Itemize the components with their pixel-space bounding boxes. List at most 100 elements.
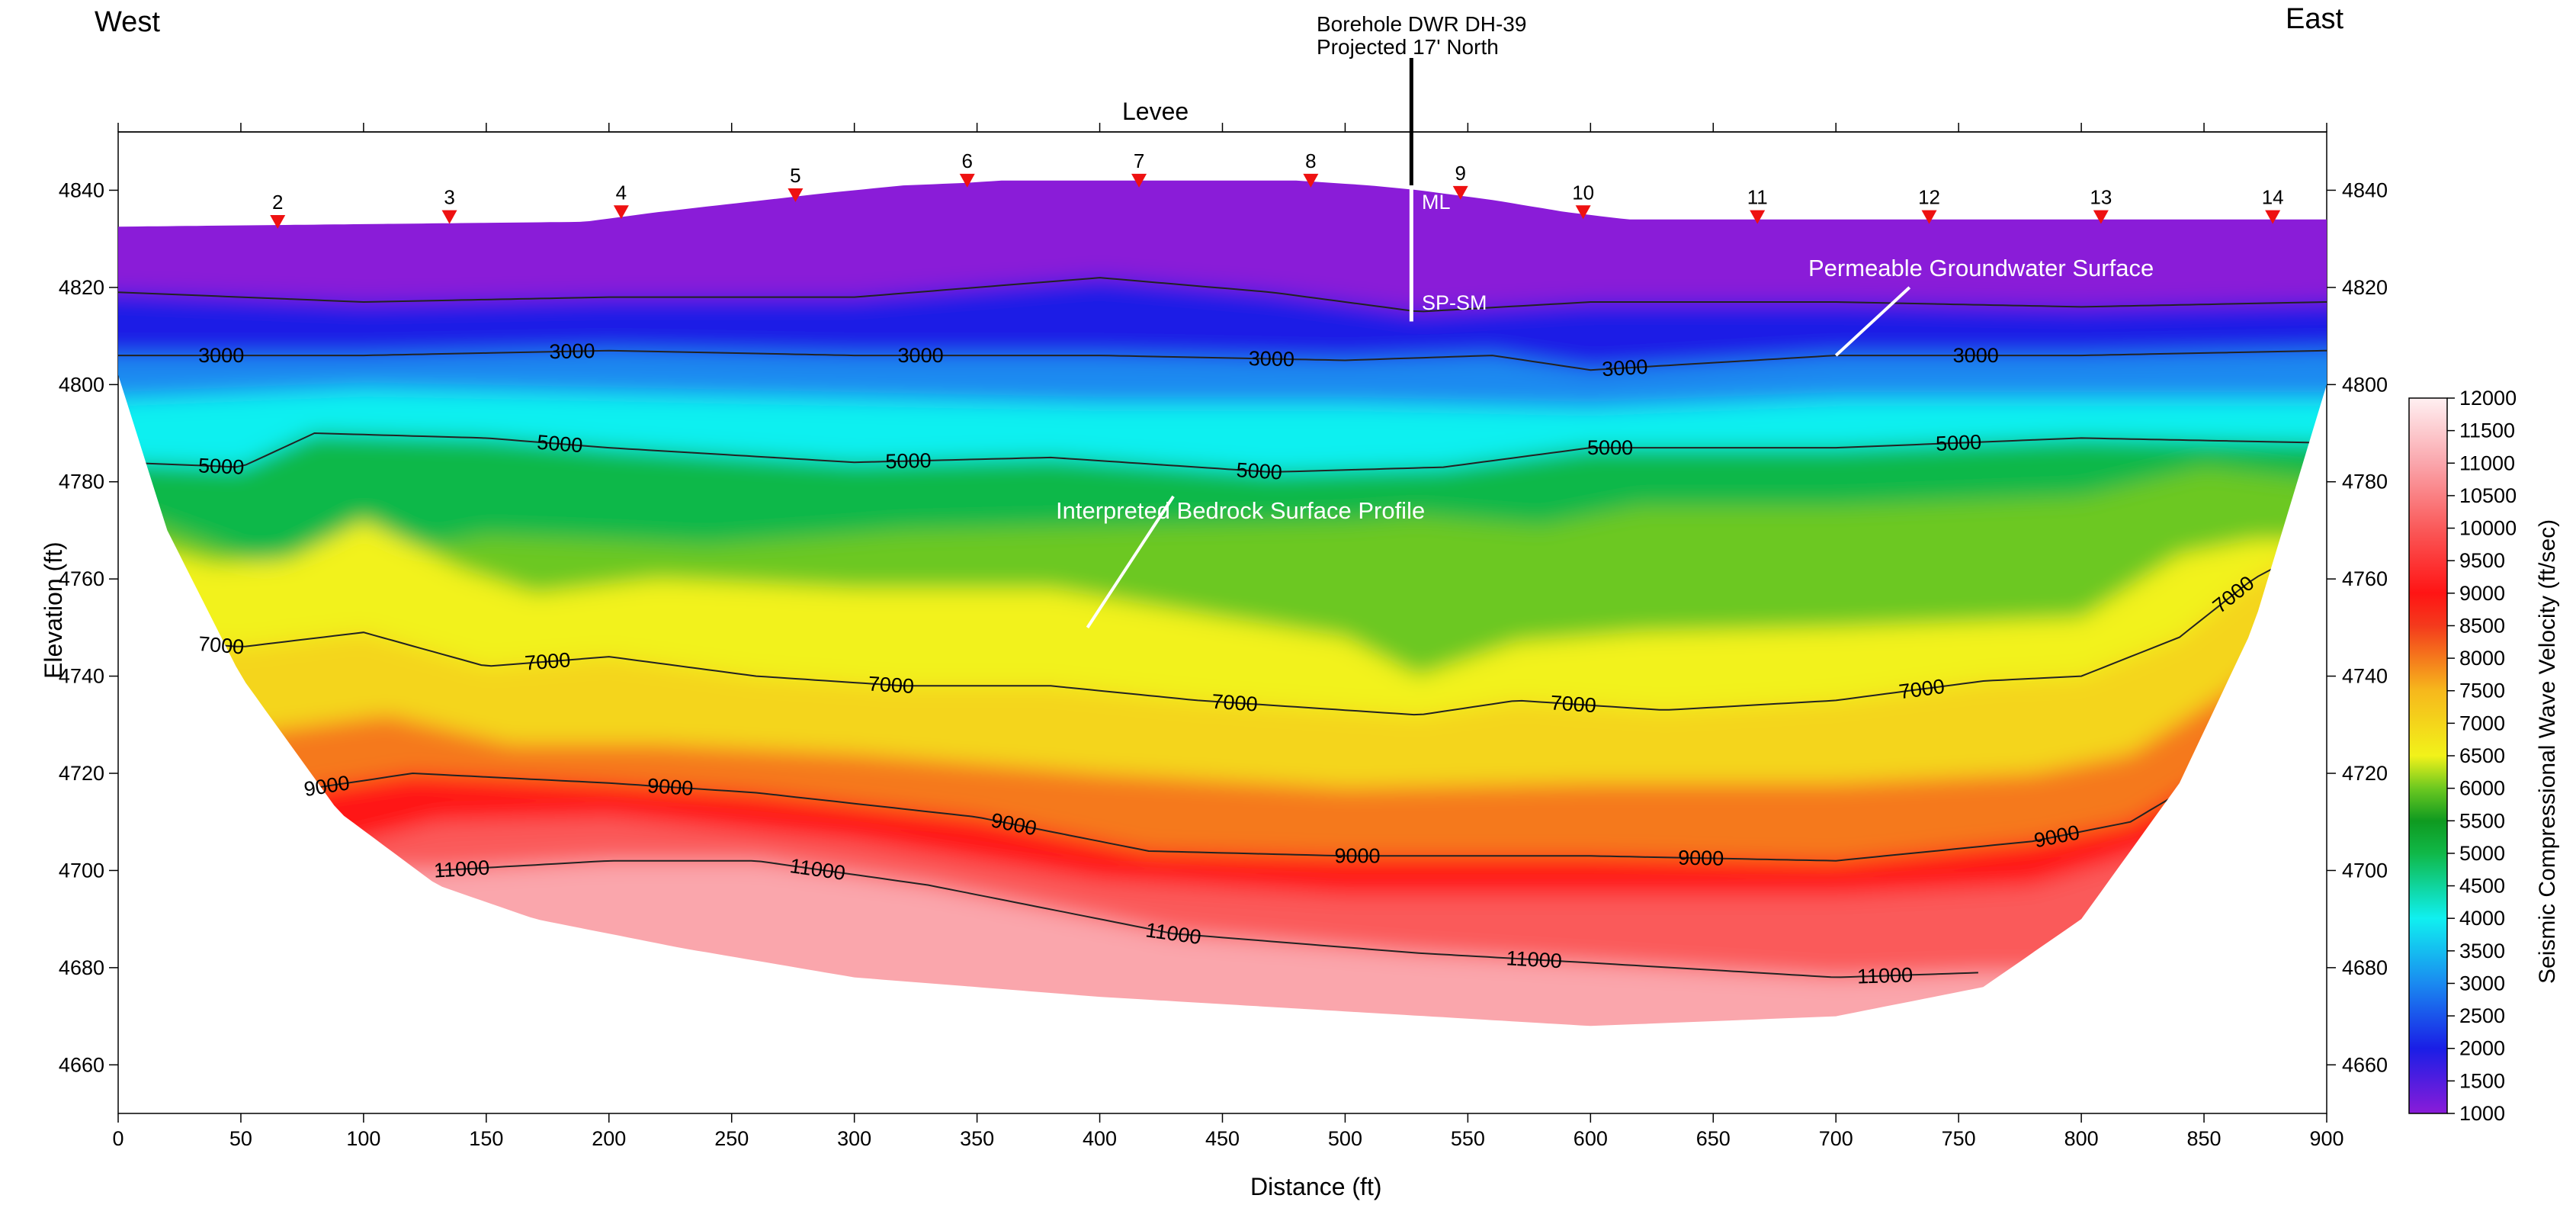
x-tick-label: 700	[1819, 1127, 1853, 1150]
y-tick-label-right: 4660	[2342, 1053, 2388, 1076]
contour-label-5000: 5000	[1587, 436, 1633, 459]
x-axis-title: Distance (ft)	[1250, 1173, 1381, 1201]
borehole-name: Borehole DWR DH-39	[1317, 12, 1526, 37]
colorbar-tick-label: 6000	[2459, 777, 2505, 800]
colorbar-tick-label: 1000	[2459, 1102, 2505, 1125]
contour-label-3000: 3000	[1953, 344, 1999, 367]
geophone-label: 13	[2090, 186, 2112, 209]
colorbar-tick-label: 11500	[2459, 419, 2515, 442]
x-tick-label: 650	[1696, 1127, 1731, 1150]
y-tick-label-right: 4800	[2342, 373, 2388, 396]
x-tick-label: 300	[837, 1127, 871, 1150]
x-tick-label: 750	[1942, 1127, 1976, 1150]
y-tick-label-left: 4840	[59, 178, 104, 201]
geophone-label: 14	[2262, 186, 2284, 209]
y-tick-label-left: 4660	[59, 1053, 104, 1076]
y-tick-label-right: 4820	[2342, 276, 2388, 299]
contour-label-5000: 5000	[1236, 458, 1283, 484]
colorbar-tick-label: 7000	[2459, 712, 2505, 734]
contour-label-7000: 7000	[868, 672, 915, 698]
colorbar-tick-label: 2500	[2459, 1004, 2505, 1027]
soil-label-ml: ML	[1422, 191, 1451, 214]
contour-label-7000: 7000	[1550, 691, 1597, 717]
x-tick-label: 250	[714, 1127, 749, 1150]
colorbar-tick-label: 3000	[2459, 972, 2505, 994]
contour-label-11000: 11000	[1506, 946, 1563, 972]
colorbar-tick-label: 4500	[2459, 875, 2505, 898]
contour-label-9000: 9000	[1678, 847, 1724, 870]
geophone-label: 5	[790, 164, 800, 187]
bedrock-annotation: Interpreted Bedrock Surface Profile	[1056, 497, 1425, 525]
borehole-note: Projected 17' North	[1317, 35, 1499, 59]
y-tick-label-left: 4700	[59, 859, 104, 882]
soil-label-spsm: SP-SM	[1422, 291, 1487, 315]
contour-label-5000: 5000	[536, 431, 583, 458]
colorbar-tick-label: 9500	[2459, 549, 2505, 572]
x-tick-label: 800	[2064, 1127, 2099, 1150]
contour-label-9000: 9000	[1334, 844, 1380, 867]
colorbar-tick-label: 12000	[2459, 387, 2517, 410]
x-tick-label: 850	[2187, 1127, 2222, 1150]
geophone-label: 12	[1918, 186, 1940, 209]
x-tick-label: 200	[592, 1127, 626, 1150]
colorbar: 1000150020002500300035004000450050005500…	[2409, 387, 2517, 1125]
contour-label-3000: 3000	[198, 344, 244, 367]
y-tick-label-left: 4780	[59, 471, 104, 493]
y-tick-label-left: 4800	[59, 373, 104, 396]
colorbar-ramp	[2409, 398, 2447, 1113]
y-tick-label-right: 4680	[2342, 956, 2388, 979]
colorbar-tick-label: 10500	[2459, 484, 2517, 507]
geophone-label: 4	[616, 181, 627, 204]
contour-label-11000: 11000	[433, 856, 490, 882]
contour-label-3000: 3000	[1602, 355, 1649, 381]
contour-label-3000: 3000	[549, 339, 595, 363]
colorbar-tick-label: 4000	[2459, 907, 2505, 930]
x-tick-label: 100	[346, 1127, 380, 1150]
x-tick-label: 600	[1574, 1127, 1608, 1150]
contour-label-7000: 7000	[524, 648, 571, 675]
y-tick-label-right: 4740	[2342, 665, 2388, 688]
colorbar-tick-label: 2000	[2459, 1037, 2505, 1060]
contour-label-3000: 3000	[1249, 347, 1295, 371]
colorbar-tick-label: 1500	[2459, 1069, 2505, 1092]
geophone-label: 6	[962, 149, 973, 172]
west-label: West	[95, 6, 160, 39]
contour-label-9000: 9000	[646, 774, 694, 800]
y-tick-label-right: 4780	[2342, 471, 2388, 493]
geophone-label: 11	[1747, 186, 1768, 209]
y-axis-title: Elevation (ft)	[40, 541, 68, 679]
y-tick-label-left: 4680	[59, 956, 104, 979]
geophone-label: 10	[1572, 181, 1594, 204]
contour-label-3000: 3000	[898, 344, 944, 367]
geophone-label: 7	[1134, 149, 1144, 172]
x-tick-label: 450	[1205, 1127, 1240, 1150]
colorbar-tick-label: 6500	[2459, 744, 2505, 767]
colorbar-tick-label: 7500	[2459, 680, 2505, 702]
contour-label-5000: 5000	[885, 449, 932, 473]
colorbar-title: Seismic Compressional Wave Velocity (ft/…	[2535, 519, 2561, 984]
colorbar-tick-label: 11000	[2459, 451, 2515, 474]
geophone-label: 2	[272, 191, 283, 214]
x-tick-label: 50	[229, 1127, 252, 1150]
colorbar-tick-label: 10000	[2459, 517, 2517, 540]
east-label: East	[2286, 3, 2343, 36]
x-tick-label: 550	[1451, 1127, 1485, 1150]
contour-label-5000: 5000	[1936, 431, 1982, 455]
x-tick-label: 0	[112, 1127, 124, 1150]
x-tick-label: 350	[960, 1127, 994, 1150]
y-tick-label-right: 4720	[2342, 762, 2388, 785]
x-tick-label: 500	[1328, 1127, 1362, 1150]
y-tick-label-right: 4700	[2342, 859, 2388, 882]
geophone-label: 8	[1305, 149, 1316, 172]
contour-label-11000: 11000	[1857, 963, 1914, 988]
x-tick-label: 400	[1083, 1127, 1117, 1150]
y-tick-label-left: 4720	[59, 762, 104, 785]
x-tick-label: 150	[469, 1127, 503, 1150]
contour-label-5000: 5000	[198, 454, 245, 478]
y-tick-label-right: 4760	[2342, 567, 2388, 590]
groundwater-annotation: Permeable Groundwater Surface	[1808, 255, 2154, 282]
colorbar-tick-label: 8500	[2459, 614, 2505, 637]
colorbar-tick-label: 8000	[2459, 647, 2505, 670]
geophone-label: 3	[444, 186, 454, 209]
